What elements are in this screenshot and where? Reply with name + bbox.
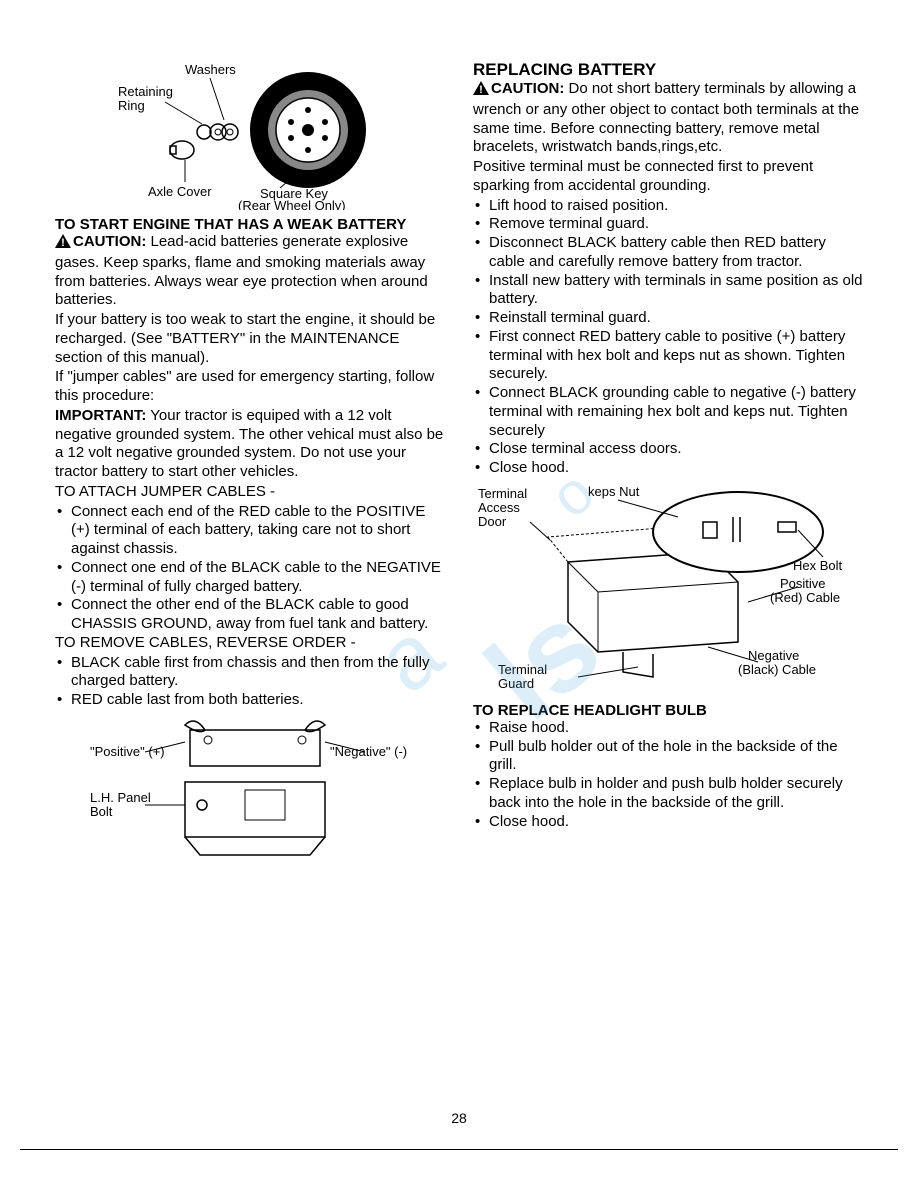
caution-label: CAUTION:	[491, 80, 564, 97]
label-red-cable: (Red) Cable	[770, 590, 840, 605]
list-item: Remove terminal guard.	[489, 215, 863, 234]
caution-label: CAUTION:	[73, 233, 146, 250]
label-rear-only: (Rear Wheel Only)	[238, 198, 346, 210]
remove-list: BLACK cable first from chassis and then …	[55, 654, 445, 710]
caution-left: ! CAUTION: Lead-acid batteries generate …	[55, 233, 445, 310]
left-p2: If "jumper cables" are used for emergenc…	[55, 368, 445, 406]
list-item: Install new battery with terminals in sa…	[489, 272, 863, 310]
label-bolt: Bolt	[90, 804, 113, 819]
right-column: REPLACING BATTERY ! CAUTION: Do not shor…	[473, 60, 863, 876]
list-item: Connect the other end of the BLACK cable…	[71, 596, 445, 634]
label-retaining: Retaining	[118, 84, 173, 99]
list-item: Connect one end of the BLACK cable to th…	[71, 559, 445, 597]
label-positive: Positive	[780, 576, 826, 591]
right-p1: Positive terminal must be connected firs…	[473, 158, 863, 196]
left-p1: If your battery is too weak to start the…	[55, 311, 445, 367]
list-item: Pull bulb holder out of the hole in the …	[489, 738, 863, 776]
jumper-diagram: "Positive" (+) "Negative" (-) L.H. Panel…	[55, 710, 445, 870]
label-ring: Ring	[118, 98, 145, 113]
label-guard: Guard	[498, 676, 534, 691]
bottom-rule	[20, 1149, 898, 1150]
label-keps-nut: keps Nut	[588, 484, 640, 499]
list-item: Close hood.	[489, 813, 863, 832]
attach-list: Connect each end of the RED cable to the…	[55, 503, 445, 634]
list-item: Close terminal access doors.	[489, 440, 863, 459]
heading-replacing-battery: REPLACING BATTERY	[473, 60, 863, 80]
list-item: Connect BLACK grounding cable to negativ…	[489, 384, 863, 440]
heading-start-engine: TO START ENGINE THAT HAS A WEAK BATTERY	[55, 216, 445, 233]
caution-right: ! CAUTION: Do not short battery terminal…	[473, 80, 863, 157]
battery-diagram: Terminal Access Door keps Nut Hex Bolt P…	[473, 482, 863, 692]
important-label: IMPORTANT:	[55, 407, 146, 424]
label-axle-cover: Axle Cover	[148, 184, 212, 199]
label-negative: Negative	[748, 648, 799, 663]
heading-headlight: TO REPLACE HEADLIGHT BULB	[473, 702, 863, 719]
label-hex-bolt: Hex Bolt	[793, 558, 843, 573]
steps-list: Lift hood to raised position. Remove ter…	[473, 197, 863, 478]
label-access: Access	[478, 500, 520, 515]
list-item: Replace bulb in holder and push bulb hol…	[489, 775, 863, 813]
list-item: Disconnect BLACK battery cable then RED …	[489, 234, 863, 272]
label-negative: "Negative" (-)	[330, 744, 407, 759]
wheel-diagram: Washers Retaining Ring Axle Cover Square…	[55, 60, 445, 210]
list-item: Reinstall terminal guard.	[489, 309, 863, 328]
label-black-cable: (Black) Cable	[738, 662, 816, 677]
svg-text:!: !	[61, 237, 65, 248]
page-content: Washers Retaining Ring Axle Cover Square…	[55, 60, 863, 876]
important-para: IMPORTANT: Your tractor is equiped with …	[55, 407, 445, 482]
label-terminal: Terminal	[478, 486, 527, 501]
list-item: BLACK cable first from chassis and then …	[71, 654, 445, 692]
list-item: Close hood.	[489, 459, 863, 478]
list-item: First connect RED battery cable to posit…	[489, 328, 863, 384]
label-washers: Washers	[185, 62, 236, 77]
label-terminal2: Terminal	[498, 662, 547, 677]
bulb-list: Raise hood. Pull bulb holder out of the …	[473, 719, 863, 832]
left-column: Washers Retaining Ring Axle Cover Square…	[55, 60, 445, 876]
page-number: 28	[0, 1110, 918, 1126]
list-item: Lift hood to raised position.	[489, 197, 863, 216]
heading-remove: TO REMOVE CABLES, REVERSE ORDER -	[55, 634, 445, 653]
heading-attach: TO ATTACH JUMPER CABLES -	[55, 483, 445, 502]
caution-icon: !	[55, 234, 71, 254]
svg-text:!: !	[479, 84, 483, 95]
list-item: RED cable last from both batteries.	[71, 691, 445, 710]
list-item: Raise hood.	[489, 719, 863, 738]
label-lh-panel: L.H. Panel	[90, 790, 151, 805]
caution-icon: !	[473, 81, 489, 101]
label-door: Door	[478, 514, 507, 529]
list-item: Connect each end of the RED cable to the…	[71, 503, 445, 559]
label-positive: "Positive" (+)	[90, 744, 165, 759]
